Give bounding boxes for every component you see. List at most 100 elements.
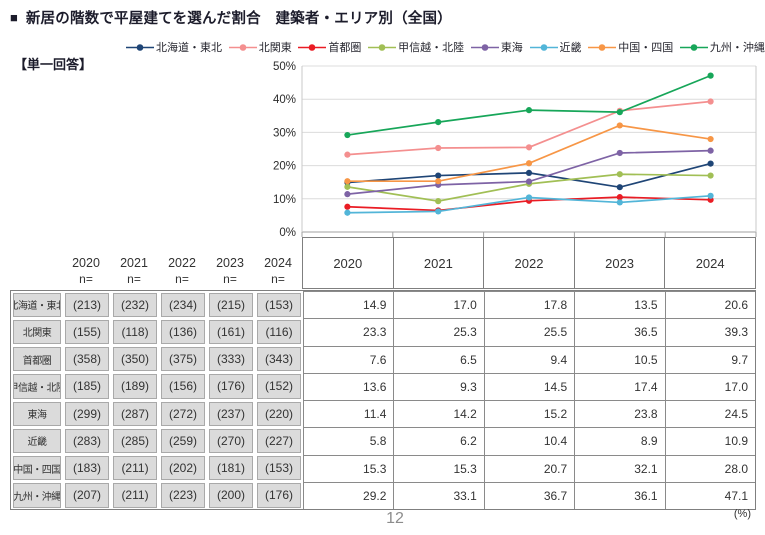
n-cell-text: (223) xyxy=(161,483,205,508)
data-point xyxy=(344,191,351,198)
n-cell: (118) xyxy=(111,318,159,345)
region-label: 北関東 xyxy=(11,318,63,345)
value-cell: 6.2 xyxy=(393,427,484,455)
n-cell: (259) xyxy=(159,427,207,454)
n-cell: (223) xyxy=(159,482,207,509)
data-point xyxy=(344,151,351,158)
value-cell: 7.6 xyxy=(303,345,394,373)
n-cell-text: (155) xyxy=(65,319,109,344)
n-cell: (153) xyxy=(255,455,303,482)
n-cell: (299) xyxy=(63,400,111,427)
region-label-text: 中国・四国 xyxy=(13,456,61,481)
data-point xyxy=(707,172,714,179)
n-header-year: 2022 xyxy=(168,256,196,271)
data-point xyxy=(435,144,442,152)
page-title: 新居の階数で平屋建てを選んだ割合 建築者・エリア別（全国） xyxy=(25,11,452,27)
n-cell-text: (375) xyxy=(161,347,205,372)
value-cell: 25.3 xyxy=(393,318,484,346)
n-cell: (213) xyxy=(63,291,111,318)
line-chart: 0% 10% 20% 30% 40% 50% xyxy=(273,61,757,239)
legend-label: 甲信越・北陸 xyxy=(398,42,465,54)
n-cell-text: (343) xyxy=(257,347,301,372)
n-cell-text: (181) xyxy=(209,456,253,481)
value-cell: 17.0 xyxy=(393,291,484,319)
value-cell: 13.6 xyxy=(303,372,394,400)
value-cell: 10.5 xyxy=(574,345,665,373)
legend-marker-icon xyxy=(368,43,397,51)
n-cell-text: (350) xyxy=(113,347,157,372)
title-bullet-icon: ■ xyxy=(10,10,18,25)
n-cell: (375) xyxy=(159,346,207,373)
n-cell-text: (211) xyxy=(113,456,157,481)
chart-legend: 北海道・東北 北関東 首都圏 甲信越・北陸 東海 近畿 中国・四国 九州・沖縄 xyxy=(126,39,765,55)
data-point xyxy=(525,194,533,201)
n-cell-text: (118) xyxy=(113,319,157,344)
n-cell: (227) xyxy=(255,427,303,454)
region-label-text: 首都圏 xyxy=(13,347,61,372)
n-cell: (207) xyxy=(63,482,111,509)
region-label-text: 近畿 xyxy=(13,428,61,453)
n-cell-text: (333) xyxy=(209,347,253,372)
value-cell: 9.3 xyxy=(393,372,484,400)
n-cell: (185) xyxy=(63,373,111,400)
value-cell: 5.8 xyxy=(303,427,394,455)
value-cell: 25.5 xyxy=(483,318,575,346)
data-point xyxy=(525,144,533,151)
n-header-cell: 2020 n= xyxy=(62,237,110,288)
value-cell: 29.2 xyxy=(303,481,394,509)
value-cell: 36.7 xyxy=(483,481,575,509)
n-cell: (136) xyxy=(159,318,207,345)
y-tick-label: 20% xyxy=(273,161,296,173)
legend-marker-icon xyxy=(228,43,257,51)
value-cell: 28.0 xyxy=(664,454,755,482)
data-point xyxy=(435,172,442,179)
n-cell-text: (176) xyxy=(209,374,253,399)
legend-item: 中国・四国 xyxy=(588,39,673,55)
n-header-cell: 2022 n= xyxy=(158,237,206,288)
legend-item: 北海道・東北 xyxy=(126,39,222,55)
year-header-cell: 2021 xyxy=(392,238,484,288)
data-point xyxy=(344,209,351,216)
data-point xyxy=(707,160,714,167)
n-header-year: 2024 xyxy=(264,256,292,271)
n-header-label: n= xyxy=(127,272,141,286)
n-cell-text: (220) xyxy=(257,401,301,426)
n-cell-text: (287) xyxy=(113,401,157,426)
n-cell-text: (116) xyxy=(257,319,301,344)
value-cell: 33.1 xyxy=(393,481,484,509)
n-cell-text: (136) xyxy=(161,319,205,344)
legend-item: 首都圏 xyxy=(298,39,361,55)
n-cell-text: (153) xyxy=(257,456,301,481)
value-cell: 17.4 xyxy=(574,372,665,400)
n-cell-text: (259) xyxy=(161,428,205,453)
legend-label: 近畿 xyxy=(559,42,582,54)
y-tick-label: 10% xyxy=(273,194,296,206)
region-label-text: 北海道・東北 xyxy=(13,292,61,317)
value-cell: 23.8 xyxy=(574,400,665,428)
data-point xyxy=(525,169,533,177)
n-cell: (211) xyxy=(111,482,159,509)
y-tick-label: 40% xyxy=(273,94,296,106)
value-cell: 17.0 xyxy=(664,372,755,400)
n-cell-text: (237) xyxy=(209,401,253,426)
n-cell: (358) xyxy=(63,346,111,373)
value-cell: 39.3 xyxy=(664,318,755,346)
unit-label: (%) xyxy=(733,508,751,520)
legend-marker-icon xyxy=(529,43,558,51)
n-cell-text: (270) xyxy=(209,428,253,453)
n-cell-text: (152) xyxy=(257,374,301,399)
n-cell: (183) xyxy=(63,455,111,482)
n-header-cell: 2021 n= xyxy=(110,237,158,288)
region-label-text: 北関東 xyxy=(13,319,61,344)
series-line xyxy=(347,74,711,136)
data-point xyxy=(616,149,623,157)
data-point xyxy=(707,98,714,105)
n-cell: (161) xyxy=(207,318,255,345)
value-cell: 14.5 xyxy=(483,372,575,400)
legend-label: 首都圏 xyxy=(328,42,362,54)
n-cell: (237) xyxy=(207,400,255,427)
n-cell-text: (185) xyxy=(65,374,109,399)
n-header-cell: 2023 n= xyxy=(206,237,254,288)
n-header-label: n= xyxy=(223,272,237,286)
year-header-cell: 2024 xyxy=(664,238,755,288)
